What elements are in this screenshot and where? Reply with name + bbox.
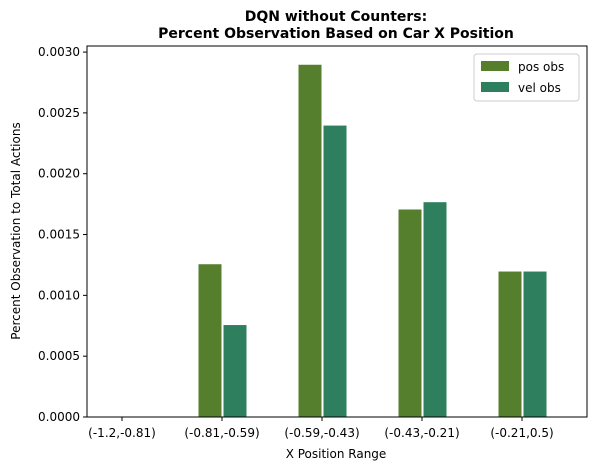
legend-label: pos obs: [518, 60, 564, 74]
y-tick-label: 0.0000: [38, 410, 80, 424]
plot-area: [86, 45, 588, 418]
chart-title-line1: DQN without Counters:: [245, 9, 428, 25]
y-tick-label: 0.0020: [38, 167, 80, 181]
y-tick-label: 0.0025: [38, 106, 80, 120]
legend-swatch: [481, 82, 509, 92]
bar-vel-obs-3: [422, 201, 448, 418]
legend-swatch: [481, 61, 509, 71]
bar-pos-obs-3: [397, 208, 423, 418]
x-tick-label: (-0.59,-0.43): [284, 426, 359, 440]
chart-title-line2: Percent Observation Based on Car X Posit…: [158, 26, 514, 42]
legend-label: vel obs: [518, 81, 561, 95]
x-axis: (-1.2,-0.81) (-0.81,-0.59) (-0.59,-0.43) (-…: [88, 417, 554, 440]
bar-vel-obs-2: [322, 124, 348, 418]
bar-vel-obs-4: [522, 270, 548, 418]
bar-pos-obs-1: [197, 263, 223, 418]
legend: pos obs vel obs: [473, 53, 580, 102]
x-tick-label: (-1.2,-0.81): [88, 426, 156, 440]
y-tick-label: 0.0010: [38, 288, 80, 302]
y-tick-label: 0.0005: [38, 349, 80, 363]
x-tick-label: (-0.81,-0.59): [184, 426, 259, 440]
y-axis: 0.0000 0.0005 0.0010 0.0015 0.0020 0.0025 0.00…: [38, 45, 87, 424]
bar-pos-obs-2: [297, 63, 323, 418]
x-axis-label: X Position Range: [286, 447, 387, 461]
y-tick-label: 0.0030: [38, 45, 80, 59]
x-tick-label: (-0.21,0.5): [490, 426, 553, 440]
bar-pos-obs-4: [497, 270, 523, 418]
y-axis-label: Percent Observation to Total Actions: [9, 122, 23, 339]
y-tick-label: 0.0015: [38, 228, 80, 242]
x-tick-label: (-0.43,-0.21): [384, 426, 459, 440]
plot-frame: [86, 45, 588, 418]
bar-vel-obs-1: [222, 324, 248, 418]
